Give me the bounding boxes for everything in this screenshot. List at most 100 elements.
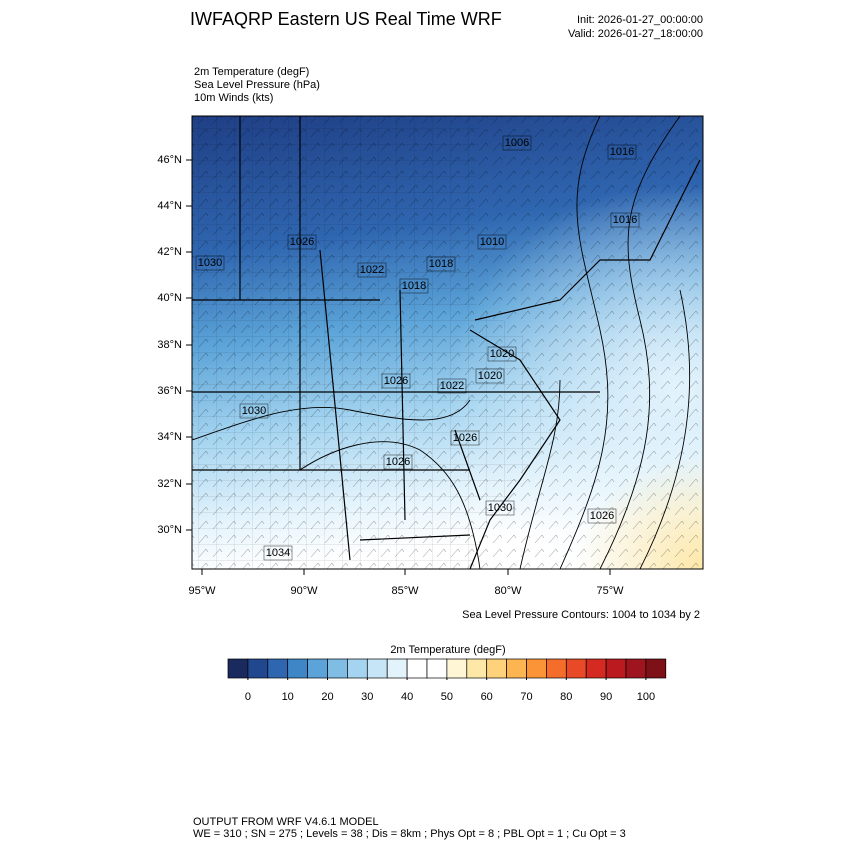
contour-label: 1030: [488, 502, 512, 514]
colorbar-box: [506, 658, 527, 679]
colorbar-box: [526, 658, 547, 679]
colorbar-label: 30: [361, 691, 373, 703]
lat-label: 30°N: [157, 524, 182, 536]
colorbar-box: [605, 658, 627, 679]
colorbar-title: 2m Temperature (degF): [390, 644, 505, 656]
contour-label: 1018: [429, 258, 453, 270]
lat-label: 32°N: [157, 478, 182, 490]
colorbar-box: [426, 658, 448, 679]
contour-label-box: [607, 144, 637, 160]
footer: WE = 310 ; SN = 275 ; Levels = 38 ; Dis …: [193, 828, 626, 840]
contour-label-box: [357, 262, 387, 278]
lon-label: 85°W: [391, 585, 419, 597]
contour-label-box: [383, 454, 413, 470]
contour-label: 1022: [360, 264, 384, 276]
colorbar-box: [227, 658, 249, 679]
contour-label-box: [399, 278, 429, 294]
colorbar-label: 80: [560, 691, 572, 703]
contour-label: 1034: [266, 547, 290, 559]
contour-label: 1030: [198, 257, 222, 269]
lat-label: 36°N: [157, 385, 182, 397]
contour-label-box: [195, 255, 225, 271]
colorbar-box: [625, 658, 647, 679]
map-frame: [191, 115, 704, 570]
colorbar-box: [446, 658, 468, 679]
state-borders: [192, 116, 701, 569]
colorbar-box: [287, 658, 308, 679]
contour-label: 1026: [290, 236, 314, 248]
colorbar-label: 20: [321, 691, 333, 703]
colorbar-box: [267, 658, 289, 679]
contour-label-box: [475, 368, 505, 384]
colorbar-label: 0: [245, 691, 251, 703]
contour-note: Sea Level Pressure Contours: 1004 to 103…: [462, 609, 700, 621]
isobars: [192, 116, 691, 569]
colorbar-label: 60: [481, 691, 493, 703]
contour-label: 1018: [402, 280, 426, 292]
colorbar-box: [327, 658, 348, 679]
contour-label: 1026: [386, 456, 410, 468]
lon-label: 95°W: [188, 585, 216, 597]
field-label: 2m Temperature (degF): [194, 66, 309, 78]
contour-label: 1020: [490, 348, 514, 360]
lat-label: 40°N: [157, 292, 182, 304]
contour-label-box: [502, 135, 532, 151]
lon-label: 90°W: [290, 585, 318, 597]
lat-label: 34°N: [157, 431, 182, 443]
contour-label-box: [485, 500, 515, 516]
colorbar-label: 40: [401, 691, 413, 703]
contour-label-box: [239, 403, 269, 419]
lat-label: 42°N: [157, 246, 182, 258]
contour-label-box: [381, 373, 411, 389]
init-time: Init: 2026-01-27_00:00:00: [577, 14, 703, 26]
contour-label: 1010: [480, 236, 504, 248]
colorbar-label: 100: [637, 691, 655, 703]
colorbar-box: [307, 658, 328, 679]
contour-label-box: [263, 545, 293, 561]
contour-label: 1026: [590, 510, 614, 522]
colorbar-box: [466, 658, 488, 679]
map: [192, 116, 703, 569]
colorbar-box: [565, 658, 587, 679]
colorbar-label: 70: [520, 691, 532, 703]
contour-label-box: [287, 234, 317, 250]
contour-label: 1006: [505, 137, 529, 149]
contour-label-box: [437, 378, 467, 394]
title: IWFAQRP Eastern US Real Time WRF: [190, 9, 502, 29]
lat-label: 38°N: [157, 339, 182, 351]
colorbar-label: 50: [441, 691, 453, 703]
colorbar-label: 90: [600, 691, 612, 703]
lon-label: 80°W: [494, 585, 522, 597]
colorbar-box: [486, 658, 507, 679]
wind-barbs: [192, 116, 703, 569]
colorbar-box: [247, 658, 269, 679]
colorbar-label: 10: [282, 691, 294, 703]
colorbar-box: [366, 658, 388, 679]
contour-label-box: [426, 256, 456, 272]
colorbar-box: [546, 658, 567, 679]
colorbar-box: [386, 658, 408, 679]
contour-label-box: [450, 430, 480, 446]
contour-label: 1022: [440, 380, 464, 392]
contour-label: 1016: [610, 146, 634, 158]
valid-time: Valid: 2026-01-27_18:00:00: [568, 28, 703, 40]
colorbar-box: [585, 658, 607, 679]
contour-label-box: [477, 234, 507, 250]
colorbar-box: [406, 658, 428, 679]
contour-label: 1026: [384, 375, 408, 387]
lon-label: 75°W: [596, 585, 624, 597]
field-label: Sea Level Pressure (hPa): [194, 79, 320, 91]
contour-label: 1016: [613, 214, 637, 226]
field-label: 10m Winds (kts): [194, 92, 273, 104]
contour-label: 1030: [242, 405, 266, 417]
lat-label: 46°N: [157, 154, 182, 166]
contour-label: 1026: [453, 432, 477, 444]
colorbar-box: [645, 658, 667, 679]
footer: OUTPUT FROM WRF V4.6.1 MODEL: [193, 816, 379, 828]
lat-label: 44°N: [157, 200, 182, 212]
contour-label-box: [610, 212, 640, 228]
contour-label-box: [487, 346, 517, 362]
contour-label: 1020: [478, 370, 502, 382]
colorbar-box: [347, 658, 368, 679]
